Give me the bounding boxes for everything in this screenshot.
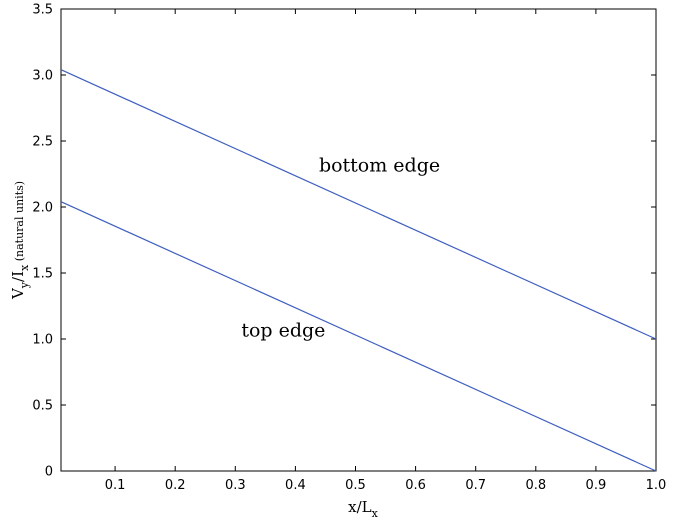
- y-axis-label-part: x: [18, 264, 31, 271]
- x-tick-label: 0.7: [465, 478, 486, 493]
- series-line-2: [60, 201, 657, 472]
- x-tick-label: 0.4: [285, 478, 306, 493]
- y-axis-label-part: y: [18, 281, 31, 289]
- y-tick-label: 1.5: [32, 267, 53, 282]
- plot-area: [60, 8, 657, 472]
- y-tick-label: 0.5: [32, 399, 53, 414]
- annotation-label: top edge: [241, 319, 325, 341]
- x-tick-label: 0.9: [586, 478, 607, 493]
- x-tick-label: 0.6: [405, 478, 426, 493]
- y-ticks: 0 0.5 1.0 1.5 2.0 2.5 3.0 3.5: [32, 3, 656, 480]
- x-axis-label: x/Lx: [348, 498, 378, 520]
- x-tick-label: 1.0: [646, 478, 667, 493]
- x-tick-label: 0.8: [525, 478, 546, 493]
- y-axis-label: Vy/Ix (natural units): [9, 181, 31, 300]
- y-tick-label: 3.0: [32, 69, 53, 84]
- x-ticks: 0.1 0.2 0.3 0.4 0.5 0.6 0.7 0.8 0.9 1.0: [105, 9, 667, 493]
- x-tick-label: 0.1: [105, 478, 126, 493]
- y-tick-label: 3.5: [32, 3, 53, 18]
- y-axis-label-part: (natural units): [13, 181, 26, 265]
- y-axis-label-part: V: [9, 287, 27, 300]
- y-axis-label-part: /I: [9, 271, 27, 282]
- y-tick-label: 1.0: [32, 333, 53, 348]
- y-tick-label: 2.5: [32, 135, 53, 150]
- x-axis-label-sub: x: [372, 507, 379, 520]
- series-group: [60, 69, 657, 472]
- x-tick-label: 0.3: [225, 478, 246, 493]
- series-line-1: [60, 69, 657, 340]
- y-tick-label: 0: [45, 465, 53, 480]
- annotation-label: bottom edge: [319, 154, 440, 176]
- x-axis-label-main: x/L: [348, 498, 372, 516]
- x-tick-label: 0.5: [345, 478, 366, 493]
- y-tick-label: 2.0: [32, 201, 53, 216]
- annotations: bottom edge top edge: [241, 154, 440, 341]
- x-tick-label: 0.2: [165, 478, 186, 493]
